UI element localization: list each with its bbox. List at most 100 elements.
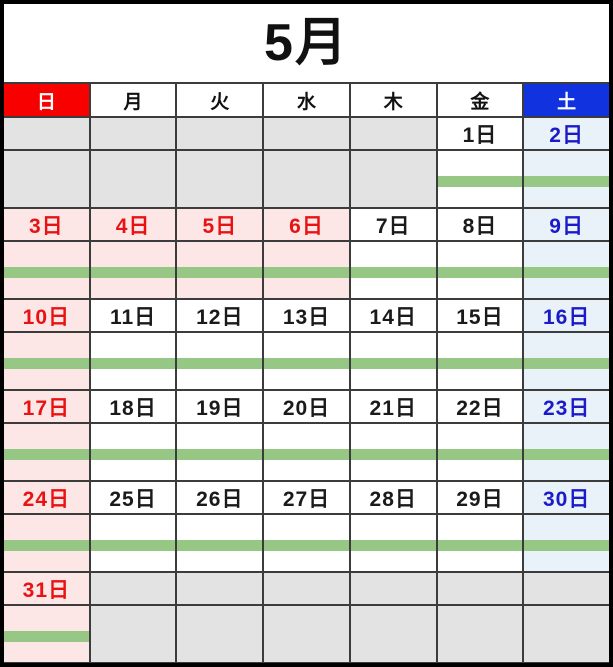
event-cell-week3 xyxy=(4,333,89,389)
event-cell-week1 xyxy=(177,151,263,207)
event-cell-week5 xyxy=(177,515,263,571)
event-bar xyxy=(177,266,263,278)
date-cell-24日: 24日 xyxy=(4,482,89,513)
event-cell-week3 xyxy=(524,333,609,389)
event-cell-week6 xyxy=(437,606,523,662)
weekday-header-金: 金 xyxy=(437,84,523,116)
event-bar xyxy=(350,357,436,369)
date-cell-1日: 1日 xyxy=(437,118,523,149)
date-cell-29日: 29日 xyxy=(437,482,523,513)
event-cell-week3 xyxy=(177,333,263,389)
date-cell-17日: 17日 xyxy=(4,391,89,422)
event-cell-week6 xyxy=(177,606,263,662)
event-bar xyxy=(524,448,609,460)
weekday-header-土: 土 xyxy=(524,84,609,116)
event-bar xyxy=(4,630,89,642)
event-bar xyxy=(524,539,609,551)
date-cell-16日: 16日 xyxy=(524,300,609,331)
date-cell-20日: 20日 xyxy=(264,391,349,422)
empty-date-cell xyxy=(90,573,176,604)
event-bar xyxy=(4,448,89,460)
date-cell-28日: 28日 xyxy=(350,482,436,513)
event-cell-week2 xyxy=(177,242,263,298)
event-cell-week2 xyxy=(524,242,609,298)
event-bar xyxy=(177,539,263,551)
date-cell-5日: 5日 xyxy=(177,209,263,240)
date-cell-3日: 3日 xyxy=(4,209,89,240)
event-bar xyxy=(90,448,176,460)
event-cell-week2 xyxy=(90,242,176,298)
event-cell-week1 xyxy=(4,151,89,207)
date-cell-30日: 30日 xyxy=(524,482,609,513)
empty-date-cell xyxy=(4,118,89,149)
empty-date-cell xyxy=(90,118,176,149)
event-bar xyxy=(350,448,436,460)
event-cell-week6 xyxy=(524,606,609,662)
event-cell-week6 xyxy=(264,606,349,662)
weekday-header-水: 水 xyxy=(264,84,349,116)
event-bar xyxy=(437,357,523,369)
event-bar xyxy=(90,357,176,369)
event-cell-week3 xyxy=(437,333,523,389)
event-cell-week1 xyxy=(90,151,176,207)
event-bar xyxy=(4,266,89,278)
event-bar xyxy=(177,448,263,460)
empty-date-cell xyxy=(264,118,349,149)
event-bar xyxy=(524,175,609,187)
empty-date-cell xyxy=(524,573,609,604)
weekday-header-火: 火 xyxy=(177,84,263,116)
event-cell-week4 xyxy=(524,424,609,480)
weekday-header-日: 日 xyxy=(4,84,89,116)
event-cell-week1 xyxy=(437,151,523,207)
event-cell-week4 xyxy=(4,424,89,480)
empty-date-cell xyxy=(177,118,263,149)
calendar-grid: 日月火水木金土 1日 2日 3日 4日 5日 6日 7日 8日 9日 10日 11日 12日 13日 14日… xyxy=(4,82,609,663)
event-cell-week1 xyxy=(350,151,436,207)
event-cell-week4 xyxy=(350,424,436,480)
event-bar xyxy=(264,539,349,551)
empty-date-cell xyxy=(350,573,436,604)
event-cell-week1 xyxy=(264,151,349,207)
date-cell-26日: 26日 xyxy=(177,482,263,513)
event-bar xyxy=(264,357,349,369)
date-cell-6日: 6日 xyxy=(264,209,349,240)
empty-date-cell xyxy=(177,573,263,604)
date-cell-22日: 22日 xyxy=(437,391,523,422)
event-bar xyxy=(264,448,349,460)
weekday-header-月: 月 xyxy=(90,84,176,116)
empty-date-cell xyxy=(264,573,349,604)
event-cell-week5 xyxy=(437,515,523,571)
event-cell-week5 xyxy=(350,515,436,571)
empty-date-cell xyxy=(437,573,523,604)
event-cell-week1 xyxy=(524,151,609,207)
event-cell-week6 xyxy=(90,606,176,662)
event-cell-week4 xyxy=(437,424,523,480)
date-cell-25日: 25日 xyxy=(90,482,176,513)
date-cell-13日: 13日 xyxy=(264,300,349,331)
event-bar xyxy=(350,266,436,278)
event-bar xyxy=(437,175,523,187)
event-bar xyxy=(177,357,263,369)
date-cell-14日: 14日 xyxy=(350,300,436,331)
date-cell-2日: 2日 xyxy=(524,118,609,149)
event-bar xyxy=(90,266,176,278)
event-cell-week3 xyxy=(350,333,436,389)
date-cell-23日: 23日 xyxy=(524,391,609,422)
date-cell-8日: 8日 xyxy=(437,209,523,240)
event-cell-week5 xyxy=(524,515,609,571)
event-cell-week3 xyxy=(90,333,176,389)
date-cell-15日: 15日 xyxy=(437,300,523,331)
event-cell-week6 xyxy=(350,606,436,662)
event-bar xyxy=(437,266,523,278)
event-cell-week2 xyxy=(437,242,523,298)
date-cell-19日: 19日 xyxy=(177,391,263,422)
event-bar xyxy=(524,357,609,369)
event-cell-week3 xyxy=(264,333,349,389)
calendar-title-bar: 5月 xyxy=(4,4,609,82)
event-cell-week2 xyxy=(264,242,349,298)
event-bar xyxy=(437,539,523,551)
event-bar xyxy=(4,539,89,551)
date-cell-7日: 7日 xyxy=(350,209,436,240)
event-cell-week2 xyxy=(350,242,436,298)
